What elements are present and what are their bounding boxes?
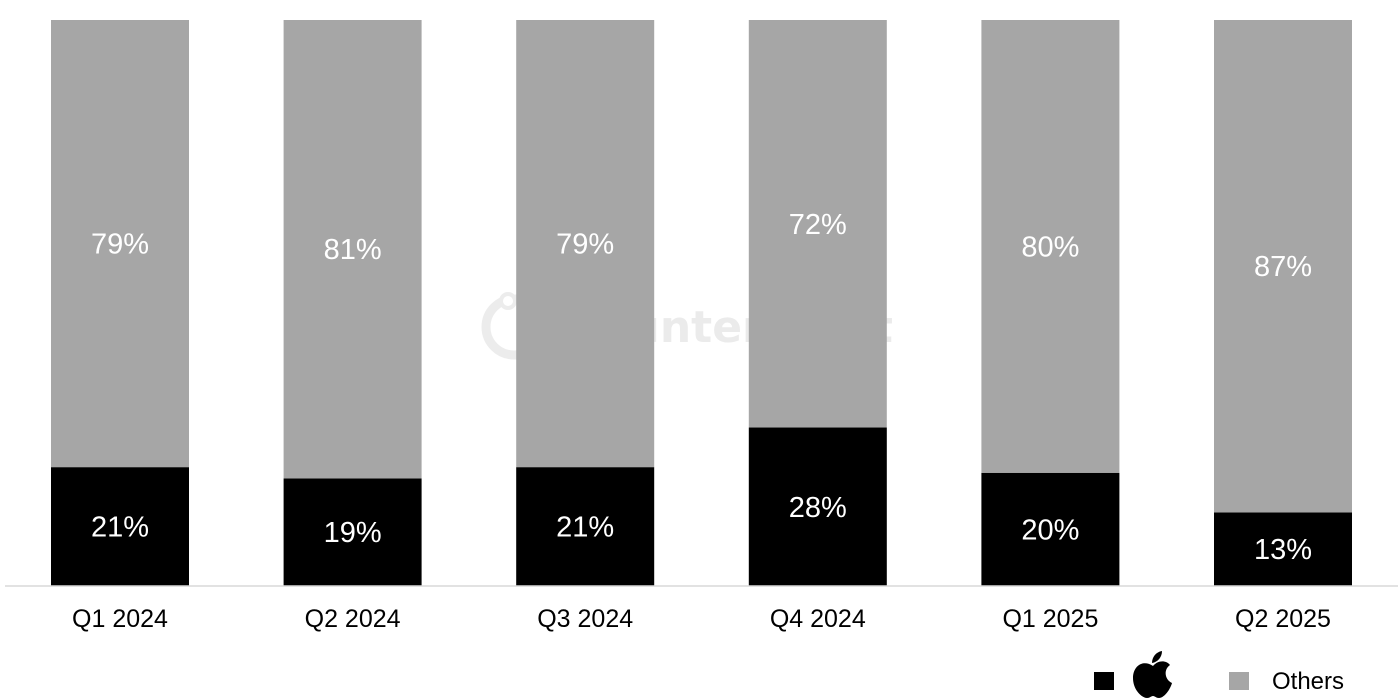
data-label: 13% — [1254, 534, 1312, 566]
data-label: 79% — [91, 229, 149, 261]
data-label: 28% — [789, 492, 847, 524]
legend-label-others: Others — [1272, 668, 1344, 695]
x-tick-label: Q2 2024 — [305, 605, 401, 633]
bar-segment-apple — [748, 427, 887, 586]
legend: Others — [1094, 651, 1344, 698]
apple-logo-icon — [1133, 651, 1172, 698]
x-tick-label: Q1 2024 — [72, 605, 168, 633]
x-tick-label: Q2 2025 — [1235, 605, 1331, 633]
data-label: 21% — [556, 512, 614, 544]
bars — [51, 20, 1352, 586]
x-axis-tick-labels: Q1 2024 Q2 2024 Q3 2024 Q4 2024 Q1 2025 Q2 20… — [72, 605, 1331, 633]
legend-item-apple — [1094, 651, 1172, 698]
bar-segment-apple — [516, 467, 655, 586]
x-tick-label: Q1 2025 — [1002, 605, 1098, 633]
data-label: 80% — [1021, 231, 1079, 263]
legend-swatch-others — [1229, 672, 1249, 690]
bar-segment-others — [748, 20, 887, 428]
bar-segment-others — [283, 20, 422, 479]
bar-segment-apple — [1214, 512, 1352, 586]
data-label: 20% — [1021, 514, 1079, 546]
data-label: 79% — [556, 229, 614, 261]
data-label: 81% — [324, 234, 382, 266]
bar-segment-apple — [981, 472, 1120, 586]
data-label: 72% — [789, 209, 847, 241]
x-tick-label: Q3 2024 — [537, 605, 633, 633]
data-label: 21% — [91, 512, 149, 544]
bar-segment-others — [51, 20, 189, 468]
data-label: 19% — [324, 517, 382, 549]
bar-segment-apple — [51, 467, 189, 586]
x-tick-label: Q4 2024 — [770, 605, 866, 633]
bar-segment-others — [516, 20, 655, 468]
bar-segment-others — [981, 20, 1120, 473]
bar-segment-apple — [283, 478, 422, 586]
bar-segment-others — [1214, 20, 1352, 513]
data-labels: 21% 79% 19% 81% 21% 79% 28% 72% 20% 80% 13% 87% — [91, 209, 1312, 566]
legend-item-others: Others — [1229, 668, 1344, 695]
data-label: 87% — [1254, 251, 1312, 283]
legend-swatch-apple — [1094, 672, 1114, 690]
